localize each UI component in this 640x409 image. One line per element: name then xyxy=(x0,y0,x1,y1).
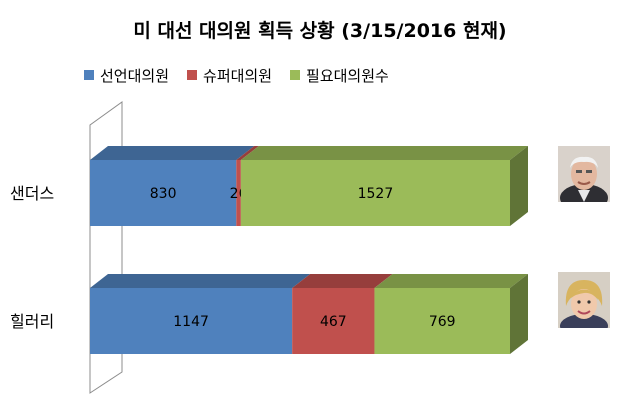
bar-pledged-0 xyxy=(90,160,237,226)
person-photo-clinton xyxy=(558,272,610,328)
bar-pledged-1 xyxy=(90,288,293,354)
data-label-pledged-0: 830 xyxy=(150,186,177,202)
data-label-super-1: 467 xyxy=(320,314,347,330)
data-label-needed-1: 769 xyxy=(429,314,456,330)
bar-top-pledged-1 xyxy=(90,274,311,288)
legend-swatch-needed xyxy=(290,70,301,80)
bar-top-pledged-0 xyxy=(90,146,255,160)
bar-needed-0 xyxy=(240,160,510,226)
legend-item-needed: 필요대의원수 xyxy=(290,65,389,86)
legend-label-super: 슈퍼대의원 xyxy=(203,66,273,85)
bar-super-0 xyxy=(236,160,241,226)
bar-needed-1 xyxy=(374,288,510,354)
legend-swatch-super xyxy=(187,70,198,80)
legend-label-needed: 필요대의원수 xyxy=(306,66,389,85)
bar-top-needed-0 xyxy=(240,146,528,160)
bar-top-needed-1 xyxy=(374,274,528,288)
legend-swatch-pledged xyxy=(84,70,94,80)
legend-label-pledged: 선언대의원 xyxy=(100,66,170,85)
bar-side-needed-1 xyxy=(510,274,528,354)
bar-top-super-0 xyxy=(236,146,259,160)
category-label-clinton: 힐러리 xyxy=(10,312,54,331)
data-label-pledged-1: 1147 xyxy=(173,314,209,330)
legend-item-super: 슈퍼대의원 xyxy=(187,65,272,86)
legend: 선언대의원 슈퍼대의원 필요대의원수 xyxy=(84,64,407,86)
category-label-sanders: 샌더스 xyxy=(10,184,54,203)
data-label-needed-0: 1527 xyxy=(358,186,394,202)
bar-side-needed-0 xyxy=(510,146,528,226)
bar-top-super-1 xyxy=(292,274,393,288)
person-photo-sanders xyxy=(558,146,610,202)
chart-title: 미 대선 대의원 획득 상황 (3/15/2016 현재) xyxy=(133,20,507,42)
legend-item-pledged: 선언대의원 xyxy=(84,65,169,86)
bar-super-1 xyxy=(292,288,375,354)
